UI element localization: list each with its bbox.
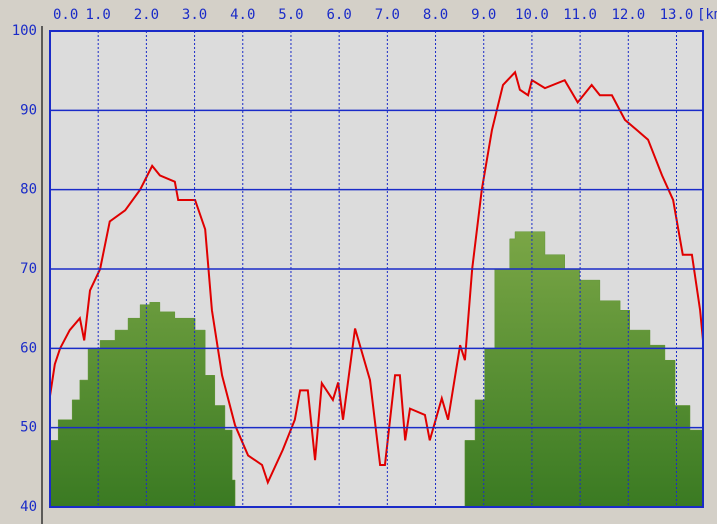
x-axis-label: [km] [697, 7, 717, 23]
x-tick-label: 11.0 [563, 7, 597, 23]
y-tick-label: 100 [12, 23, 37, 39]
x-tick-label: 7.0 [375, 7, 400, 23]
x-tick-label: 1.0 [86, 7, 111, 23]
x-tick-label: 4.0 [230, 7, 255, 23]
x-tick-label: 2.0 [134, 7, 159, 23]
y-tick-label: 60 [20, 340, 37, 356]
y-tick-label: 50 [20, 420, 37, 436]
x-tick-label: 8.0 [423, 7, 448, 23]
x-tick-label: 0.0 [53, 7, 78, 23]
x-tick-label: 6.0 [327, 7, 352, 23]
x-tick-label: 9.0 [471, 7, 496, 23]
x-tick-label: 3.0 [182, 7, 207, 23]
y-tick-label: 80 [20, 182, 37, 198]
x-tick-label: 12.0 [611, 7, 645, 23]
x-tick-label: 5.0 [278, 7, 303, 23]
plot-border [49, 30, 704, 508]
x-tick-label: 10.0 [515, 7, 549, 23]
y-tick-label: 70 [20, 261, 37, 277]
y-tick-label: 40 [20, 499, 37, 515]
data-line [49, 70, 704, 486]
y-tick-label: 90 [20, 102, 37, 118]
x-tick-label: 13.0 [660, 7, 694, 23]
